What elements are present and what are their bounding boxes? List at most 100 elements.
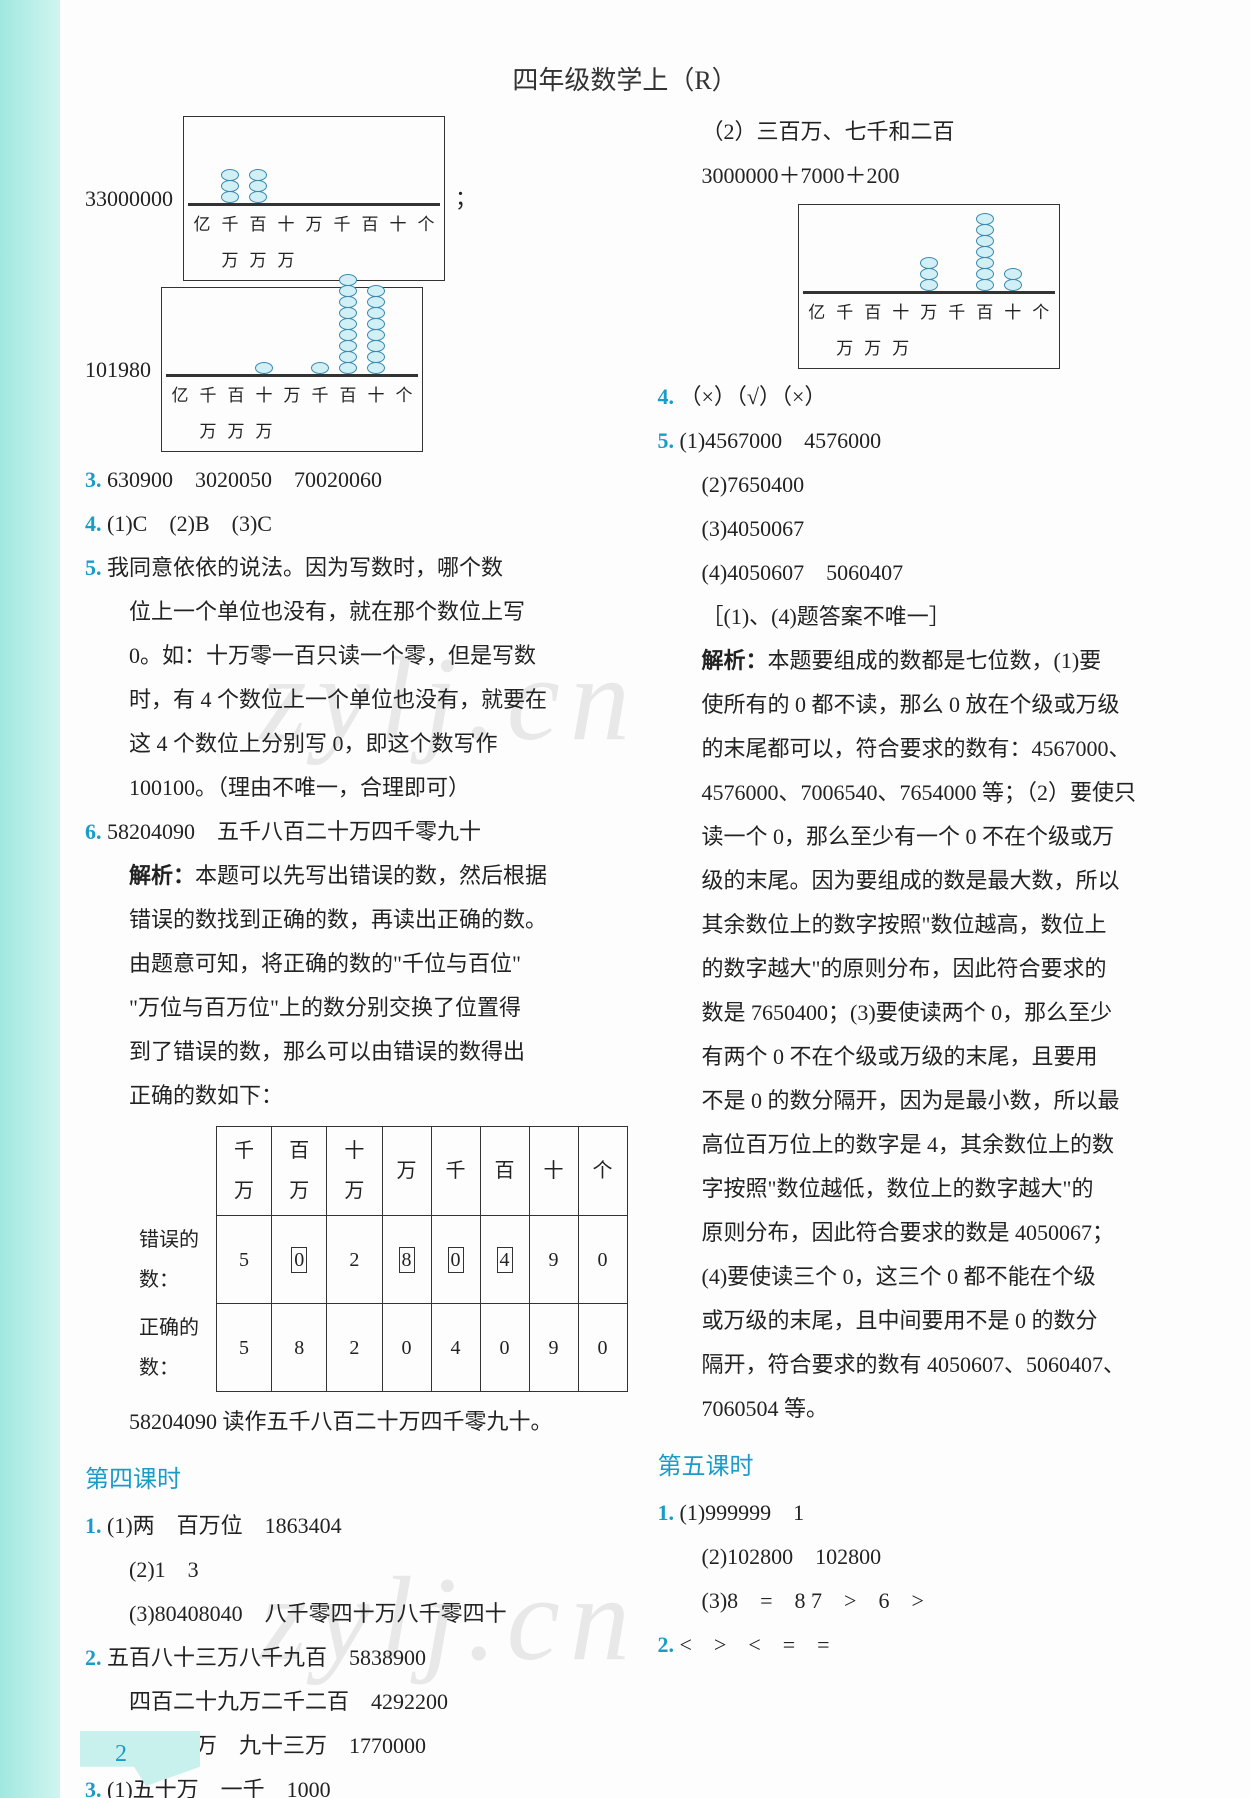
abacus-3: 亿千百十万千百十个 万万万 bbox=[798, 204, 1060, 369]
th6: 十 bbox=[529, 1127, 578, 1216]
q3-num: 3. bbox=[85, 467, 102, 492]
abacus-sublabel bbox=[1003, 332, 1023, 366]
r1c2: 2 bbox=[327, 1216, 382, 1304]
abacus-sublabel: 万 bbox=[198, 415, 218, 449]
abacus-bead bbox=[249, 191, 267, 203]
abacus-rod bbox=[338, 275, 358, 374]
s5q1-num: 1. bbox=[658, 1500, 675, 1525]
q5-l2: 0。如：十万零一百只读一个零，但是写数 bbox=[85, 634, 628, 678]
ra0: 本题要组成的数都是七位数，(1)要 bbox=[768, 648, 1102, 673]
q4-num: 4. bbox=[85, 511, 102, 536]
r-top-l2: 3000000＋7000＋200 bbox=[658, 154, 1201, 198]
s4q1-l2: (2)1 3 bbox=[85, 1548, 628, 1592]
abacus-label: 千 bbox=[835, 296, 855, 330]
abacus-label: 亿 bbox=[192, 208, 212, 242]
table-header-row: 千万 百万 十万 万 千 百 十 个 bbox=[129, 1127, 627, 1216]
abacus-sublabel bbox=[304, 244, 324, 278]
q6-a1: 错误的数找到正确的数，再读出正确的数。 bbox=[85, 898, 628, 942]
abacus-sublabel bbox=[919, 332, 939, 366]
abacus-sublabel bbox=[338, 415, 358, 449]
q4: 4. (1)C (2)B (3)C bbox=[85, 502, 628, 546]
abacus-rod bbox=[220, 170, 240, 203]
abacus-rod bbox=[919, 258, 939, 291]
th4: 千 bbox=[431, 1127, 480, 1216]
table-row-correct: 正确的数： 5 8 2 0 4 0 9 0 bbox=[129, 1304, 627, 1392]
q3-text: 630900 3020050 70020060 bbox=[107, 467, 382, 492]
abacus-bead bbox=[367, 362, 385, 374]
page-header: 四年级数学上（R） bbox=[0, 60, 1250, 97]
ra1: 使所有的 0 都不读，那么 0 放在个级或万级 bbox=[658, 683, 1201, 727]
abacus-2-number: 101980 bbox=[85, 348, 151, 392]
q6-table-wrap: 千万 百万 十万 万 千 百 十 个 错误的数： 5 0 bbox=[85, 1126, 628, 1392]
ra10: 不是 0 的数分隔开，因为是最小数，所以最 bbox=[658, 1079, 1201, 1123]
q6-first: 58204090 五千八百二十万四千零九十 bbox=[107, 819, 481, 844]
abacus-label: 十 bbox=[388, 208, 408, 242]
q3: 3. 630900 3020050 70020060 bbox=[85, 458, 628, 502]
q6-a3: "万位与百万位"上的数分别交换了位置得 bbox=[85, 986, 628, 1030]
s5-q2: 2. < > < = = bbox=[658, 1623, 1201, 1667]
r1c4: 0 bbox=[431, 1216, 480, 1304]
page-number: 2 bbox=[115, 1741, 127, 1768]
abacus-label: 十 bbox=[366, 379, 386, 413]
abacus-label: 千 bbox=[947, 296, 967, 330]
q6-analysis: 解析：本题可以先写出错误的数，然后根据 bbox=[85, 854, 628, 898]
abacus-sublabel bbox=[332, 244, 352, 278]
s4q1-l3: (3)80408040 八千零四十万八千零四十 bbox=[85, 1592, 628, 1636]
table-row-wrong: 错误的数： 5 0 2 8 0 4 9 0 bbox=[129, 1216, 627, 1304]
abacus-bead bbox=[255, 362, 273, 374]
abacus-bead bbox=[976, 279, 994, 291]
rq5-l5: ［(1)、(4)题答案不唯一］ bbox=[658, 595, 1201, 639]
ra15: 或万级的末尾，且中间要用不是 0 的数分 bbox=[658, 1299, 1201, 1343]
s4q2-l2: 四百二十九万二千二百 4292200 bbox=[85, 1680, 628, 1724]
r1c1: 0 bbox=[272, 1216, 327, 1304]
r2c4: 4 bbox=[431, 1304, 480, 1392]
abacus-label: 千 bbox=[220, 208, 240, 242]
ra9: 有两个 0 不在个级或万级的末尾，且要用 bbox=[658, 1035, 1201, 1079]
abacus-sublabel bbox=[394, 415, 414, 449]
abacus-1: 亿千百十万千百十个 万万万 bbox=[183, 116, 445, 281]
th5: 百 bbox=[480, 1127, 529, 1216]
abacus-sublabel bbox=[310, 415, 330, 449]
q6: 6. 58204090 五千八百二十万四千零九十 解析：本题可以先写出错误的数，… bbox=[85, 810, 628, 1444]
r2c3: 0 bbox=[382, 1304, 431, 1392]
ra8: 数是 7650400；(3)要使读两个 0，那么至少 bbox=[658, 991, 1201, 1035]
r-top-l1: （2）三百万、七千和二百 bbox=[658, 110, 1201, 154]
s4q3-text: (1)五十万 一千 1000 bbox=[107, 1777, 331, 1798]
abacus-bead bbox=[920, 279, 938, 291]
abacus-sublabel: 万 bbox=[248, 244, 268, 278]
s4q1-l1: (1)两 百万位 1863404 bbox=[107, 1513, 342, 1538]
abacus-sublabel bbox=[807, 332, 827, 366]
ra14: (4)要使读三个 0，这三个 0 都不能在个级 bbox=[658, 1255, 1201, 1299]
th7: 个 bbox=[578, 1127, 627, 1216]
th0: 千万 bbox=[216, 1127, 271, 1216]
abacus-rod bbox=[310, 363, 330, 374]
page: 四年级数学上（R） zylj.cn zylj.cn 33000000 亿千百十万… bbox=[0, 0, 1250, 1798]
th2: 十万 bbox=[327, 1127, 382, 1216]
abacus-sublabel: 万 bbox=[254, 415, 274, 449]
r1c3: 8 bbox=[382, 1216, 431, 1304]
ra7: 的数字越大"的原则分布，因此符合要求的 bbox=[658, 947, 1201, 991]
abacus-label: 十 bbox=[1003, 296, 1023, 330]
abacus-label: 个 bbox=[416, 208, 436, 242]
ra4: 读一个 0，那么至少有一个 0 不在个级或万 bbox=[658, 815, 1201, 859]
abacus-bead bbox=[221, 191, 239, 203]
row1-label: 错误的数： bbox=[129, 1216, 216, 1304]
abacus-label: 个 bbox=[1031, 296, 1051, 330]
analysis-label: 解析： bbox=[129, 863, 195, 888]
s5q1-l3: (3)8 = 8 7 > 6 > bbox=[658, 1579, 1201, 1623]
r2c6: 9 bbox=[529, 1304, 578, 1392]
ra17: 7060504 等。 bbox=[658, 1387, 1201, 1431]
abacus-rod bbox=[1003, 269, 1023, 291]
rq5-num: 5. bbox=[658, 428, 675, 453]
q6-a2: 由题意可知，将正确的数的"千位与百位" bbox=[85, 942, 628, 986]
abacus-rod bbox=[248, 170, 268, 203]
r-analysis-label: 解析： bbox=[702, 648, 768, 673]
rq4-text: （×）（√）（×） bbox=[680, 384, 827, 409]
abacus-label: 百 bbox=[338, 379, 358, 413]
q5-l3: 时，有 4 个数位上一个单位也没有，就要在 bbox=[85, 678, 628, 722]
rq5-l3: (3)4050067 bbox=[658, 507, 1201, 551]
abacus-label: 百 bbox=[863, 296, 883, 330]
abacus-sublabel bbox=[975, 332, 995, 366]
r-analysis: 解析：本题要组成的数都是七位数，(1)要 bbox=[658, 639, 1201, 683]
abacus-row-2: 101980 亿千百十万千百十个 万万万 bbox=[85, 287, 628, 452]
